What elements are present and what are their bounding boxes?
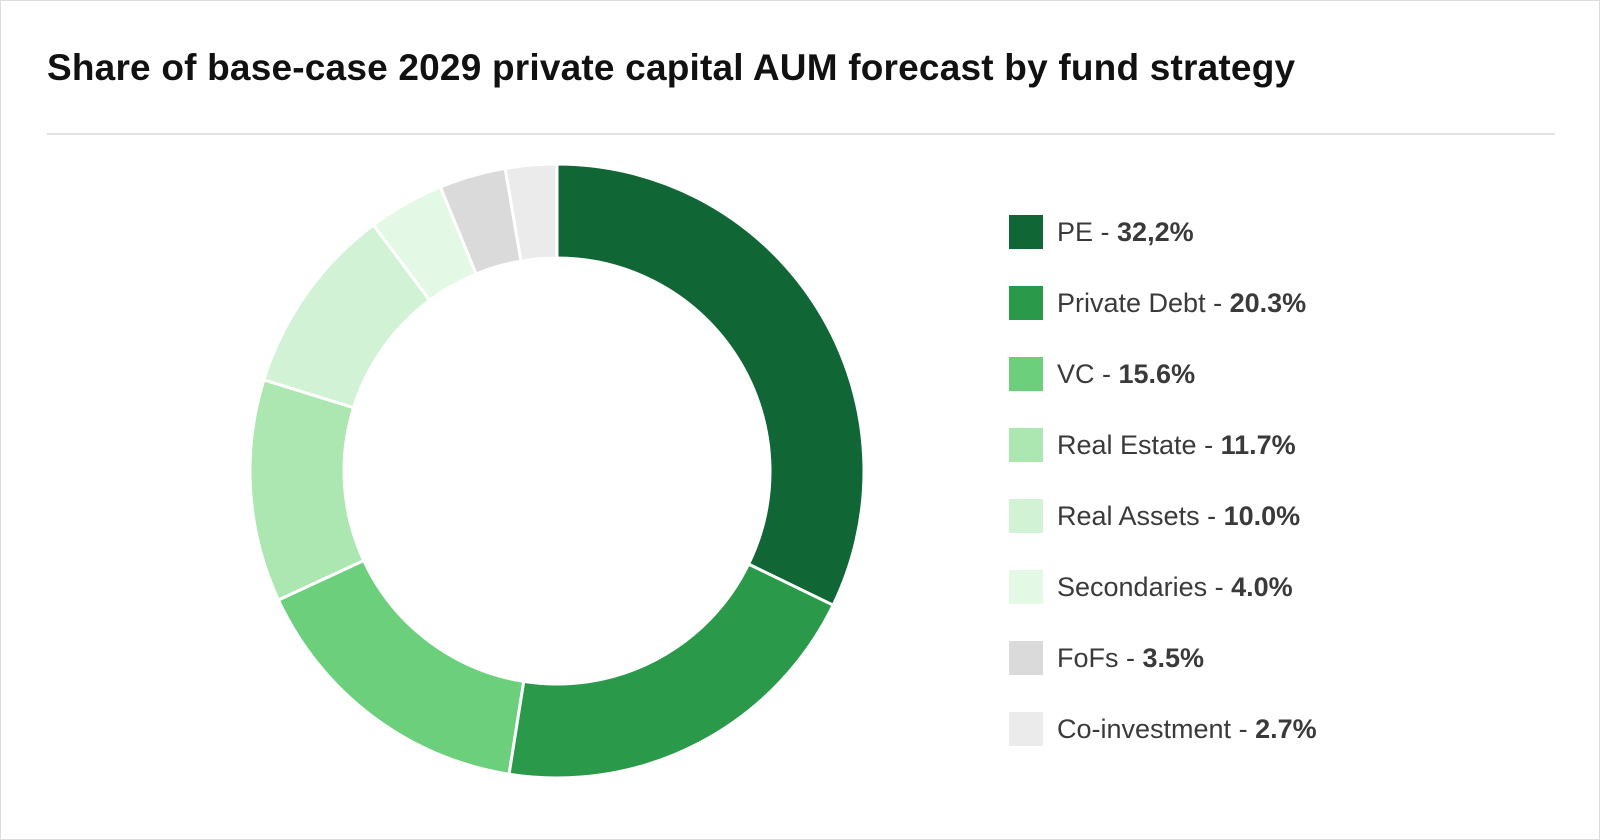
- legend-entry: Real Assets - 10.0%: [1057, 499, 1300, 533]
- legend-swatch: [1009, 286, 1043, 320]
- legend-value: 2.7%: [1255, 714, 1317, 744]
- legend-label: VC: [1057, 359, 1095, 389]
- legend-label: PE: [1057, 217, 1094, 247]
- legend-item-real-assets[interactable]: Real Assets - 10.0%: [1009, 499, 1317, 570]
- legend-separator: -: [1205, 288, 1230, 318]
- legend-separator: -: [1093, 217, 1118, 247]
- legend-separator: -: [1196, 430, 1221, 460]
- legend-value: 10.0%: [1223, 501, 1301, 531]
- legend-entry: Private Debt - 20.3%: [1057, 286, 1306, 320]
- legend-value: 32,2%: [1117, 217, 1194, 247]
- legend-separator: -: [1231, 714, 1256, 744]
- legend-entry: Real Estate - 11.7%: [1057, 428, 1296, 462]
- legend-entry: VC - 15.6%: [1057, 357, 1195, 391]
- legend-entry: Co-investment - 2.7%: [1057, 712, 1317, 746]
- legend-separator: -: [1094, 359, 1119, 389]
- legend-label: Real Assets: [1057, 501, 1200, 531]
- chart-legend: PE - 32,2% Private Debt - 20.3% VC - 15.6%…: [1009, 215, 1317, 783]
- legend-swatch: [1009, 712, 1043, 746]
- legend-separator: -: [1207, 572, 1232, 602]
- chart-title: Share of base-case 2029 private capital …: [47, 47, 1296, 88]
- legend-label: Real Estate: [1057, 430, 1197, 460]
- legend-label: Co-investment: [1057, 714, 1232, 744]
- slice-private-debt[interactable]: [507, 562, 835, 780]
- legend-label: Secondaries: [1057, 572, 1208, 602]
- legend-value: 15.6%: [1118, 359, 1196, 389]
- legend-item-co-investment[interactable]: Co-investment - 2.7%: [1009, 712, 1317, 783]
- legend-item-vc[interactable]: VC - 15.6%: [1009, 357, 1317, 428]
- slice-co-investment[interactable]: [503, 162, 559, 263]
- legend-item-real-estate[interactable]: Real Estate - 11.7%: [1009, 428, 1317, 499]
- legend-swatch: [1009, 215, 1043, 249]
- legend-item-pe[interactable]: PE - 32,2%: [1009, 215, 1317, 286]
- slice-pe[interactable]: [555, 162, 866, 607]
- legend-swatch: [1009, 570, 1043, 604]
- legend-separator: -: [1118, 643, 1143, 673]
- legend-label: Private Debt: [1057, 288, 1206, 318]
- legend-item-fofs[interactable]: FoFs - 3.5%: [1009, 641, 1317, 712]
- slice-vc[interactable]: [276, 558, 526, 776]
- title-divider: [47, 133, 1555, 135]
- legend-value: 11.7%: [1220, 430, 1296, 460]
- legend-label: FoFs: [1057, 643, 1119, 673]
- legend-item-secondaries[interactable]: Secondaries - 4.0%: [1009, 570, 1317, 641]
- legend-separator: -: [1199, 501, 1224, 531]
- legend-value: 3.5%: [1142, 643, 1205, 673]
- donut-chart: [248, 162, 866, 780]
- legend-item-private-debt[interactable]: Private Debt - 20.3%: [1009, 286, 1317, 357]
- legend-value: 4.0%: [1231, 572, 1293, 602]
- slice-real-estate[interactable]: [248, 378, 366, 602]
- legend-swatch: [1009, 428, 1043, 462]
- legend-entry: FoFs - 3.5%: [1057, 641, 1204, 675]
- legend-value: 20.3%: [1229, 288, 1307, 318]
- legend-swatch: [1009, 499, 1043, 533]
- legend-swatch: [1009, 641, 1043, 675]
- legend-swatch: [1009, 357, 1043, 391]
- legend-entry: Secondaries - 4.0%: [1057, 570, 1293, 604]
- legend-entry: PE - 32,2%: [1057, 215, 1194, 249]
